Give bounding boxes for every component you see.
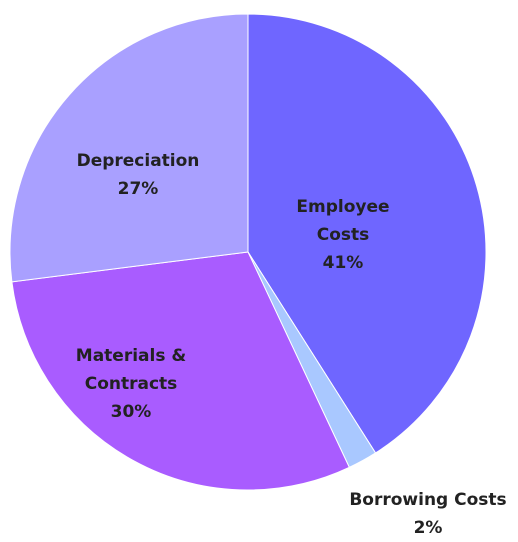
slice-name-line: Contracts — [85, 374, 178, 394]
slice-name-line: Materials & — [76, 346, 187, 366]
slice-name-line: Depreciation — [77, 151, 200, 171]
pie-slice-employee-costs — [247, 13, 487, 454]
slice-percent-materials-and-contracts: 30% — [111, 402, 152, 422]
slice-label-employee-costs: Employee Costs 41%Employee Costs — [296, 197, 389, 273]
slice-percent-employee-costs: 41% — [323, 253, 364, 273]
pie-slice-depreciation — [9, 13, 249, 283]
pie-slices — [9, 13, 487, 491]
slice-name-line: Costs — [317, 225, 370, 245]
pie-slice-materials-and-contracts — [11, 251, 351, 491]
pie-labels: Employee Costs 41%Employee CostsBorrowing … — [76, 151, 507, 538]
slice-label-depreciation: Depreciation 27%Depreciation — [77, 151, 200, 199]
slice-percent-depreciation: 27% — [118, 179, 159, 199]
slice-percent-borrowing-costs: 2% — [414, 518, 443, 538]
slice-label-materials-and-contracts: Materials & Contracts 30%Materials & Contr… — [76, 346, 187, 422]
slice-name-line: Employee — [296, 197, 389, 217]
slice-name-line: Borrowing Costs — [349, 490, 506, 510]
slice-label-borrowing-costs: Borrowing Costs 2%Borrowing Costs — [349, 490, 506, 538]
